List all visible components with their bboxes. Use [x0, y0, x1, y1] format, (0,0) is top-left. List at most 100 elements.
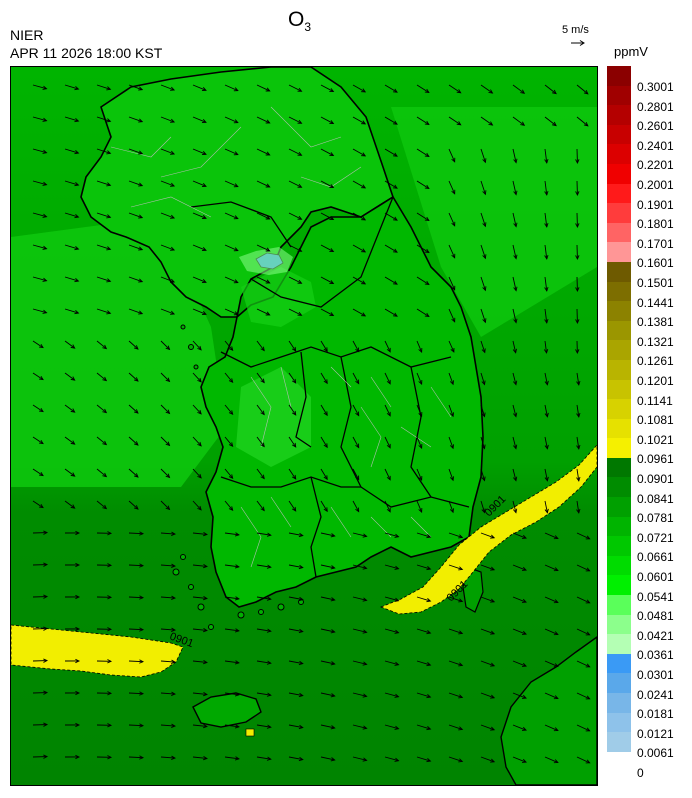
wind-arrow-head [449, 508, 454, 514]
wind-arrow-head [138, 310, 144, 315]
wind-arrow-head [490, 726, 496, 731]
wind-arrow-head [43, 562, 49, 567]
wind-arrow-head [362, 693, 368, 698]
wind-arrow-head [70, 440, 76, 445]
wind-arrow-head [102, 504, 108, 510]
wind-arrow-head [323, 411, 328, 417]
colorbar-tick-label: 0.3001 [637, 80, 674, 94]
colorbar-swatch [607, 732, 631, 752]
colorbar-tick-label: 0.1201 [637, 374, 674, 388]
wind-arrow-shaft [352, 756, 367, 761]
wind-arrow-head [544, 158, 549, 164]
wind-arrow-head [234, 756, 240, 761]
wind-arrow-head [171, 755, 176, 760]
wind-arrow-head [424, 312, 430, 318]
wind-arrow-shaft [320, 276, 334, 284]
wind-arrow-shaft [416, 116, 430, 125]
wind-arrow-head [43, 530, 49, 535]
wind-arrow-head [106, 86, 112, 91]
wind-arrow-shaft [288, 308, 302, 316]
wind-arrow-shaft [480, 148, 486, 163]
wind-arrow-shaft [32, 276, 47, 282]
wind-arrow-shaft [128, 212, 143, 219]
wind-arrow-head [203, 691, 208, 697]
wind-arrow-head [544, 380, 549, 386]
colorbar-swatch [607, 242, 631, 262]
wind-arrow-head [458, 726, 464, 731]
wind-arrow-shaft [224, 756, 239, 760]
title-main: O [288, 8, 305, 31]
wind-arrow-shaft [256, 532, 271, 536]
wind-arrow-head [138, 118, 144, 123]
wind-arrow-head [139, 627, 145, 632]
wind-arrow-head [513, 380, 518, 386]
wind-arrow-head [393, 280, 398, 285]
wind-arrow-head [323, 507, 328, 513]
wind-arrow-head [107, 531, 113, 536]
wind-arrow-shaft [544, 500, 548, 513]
wind-arrow-shaft [256, 148, 270, 156]
wind-arrow-head [323, 443, 328, 449]
wind-arrow-shaft [288, 724, 303, 729]
wind-arrow-head [203, 531, 208, 537]
colorbar-tick-label: 0.1601 [637, 256, 674, 271]
wind-arrow-head [458, 694, 464, 699]
colorbar-swatch [607, 516, 631, 537]
wind-arrow-shaft [544, 628, 559, 635]
colorbar-tick-label: 0.2601 [637, 119, 674, 134]
wind-arrow-shaft [128, 148, 143, 155]
wind-arrow-head [355, 507, 360, 513]
wind-arrow-head [201, 311, 207, 316]
colorbar-swatch [607, 438, 631, 458]
wind-arrow-head [481, 348, 486, 354]
wind-arrow-shaft [448, 660, 463, 666]
colorbar-tick-label: 0.0781 [637, 511, 674, 526]
wind-arrow-shaft [224, 116, 238, 124]
wind-arrow-shaft [352, 692, 367, 697]
wind-arrow-shaft [512, 436, 517, 449]
wind-arrow-shaft [96, 404, 107, 413]
wind-arrow-shaft [352, 244, 366, 253]
wind-arrow-head [424, 248, 430, 254]
wind-arrow-shaft [352, 372, 360, 384]
wind-arrow-head [481, 508, 486, 514]
gyeonggi-bright-zone [241, 267, 316, 327]
wind-arrow-head [451, 221, 456, 227]
wind-arrow-shaft [224, 628, 239, 632]
wind-arrow-shaft [192, 372, 202, 383]
wind-arrow-head [106, 278, 112, 283]
colorbar-tick-label: 0.0541 [637, 589, 674, 604]
wind-arrow-head [323, 379, 328, 385]
wind-arrow-head [106, 214, 112, 219]
wind-arrow-head [424, 280, 430, 286]
wind-arrow-head [133, 345, 139, 350]
wind-arrow-head [292, 410, 297, 416]
wind-arrow-shaft [352, 500, 360, 512]
wind-arrow-shaft [512, 116, 525, 126]
wind-arrow-head [171, 595, 176, 600]
wind-arrow-shaft [320, 628, 335, 633]
wind-arrow-shaft [224, 212, 238, 220]
wind-arrow-shaft [448, 244, 456, 258]
wind-arrow-head [449, 412, 454, 418]
wind-arrow-head [106, 246, 112, 251]
wind-arrow-shaft [256, 372, 265, 383]
wind-arrow-head [426, 534, 432, 539]
wind-arrow-head [394, 693, 400, 698]
wind-arrow-head [575, 223, 580, 229]
colorbar-tick-label: 0.0841 [637, 491, 674, 506]
wind-arrow-shaft [128, 500, 139, 510]
wind-arrow-head [138, 86, 144, 91]
wind-arrow-head [107, 723, 113, 728]
wind-arrow-shaft [64, 244, 79, 250]
wind-arrow-shaft [96, 308, 111, 314]
wind-arrow-head [74, 277, 80, 283]
wind-arrow-head [426, 758, 432, 763]
wind-arrow-head [521, 726, 527, 731]
colorbar-unit: ppmV [614, 44, 648, 59]
wind-arrow-head [513, 412, 518, 418]
wind-arrow-head [544, 318, 549, 324]
wind-arrow-shaft [576, 500, 580, 513]
wind-arrow-shaft [480, 564, 495, 571]
wind-arrow-head [355, 379, 360, 385]
